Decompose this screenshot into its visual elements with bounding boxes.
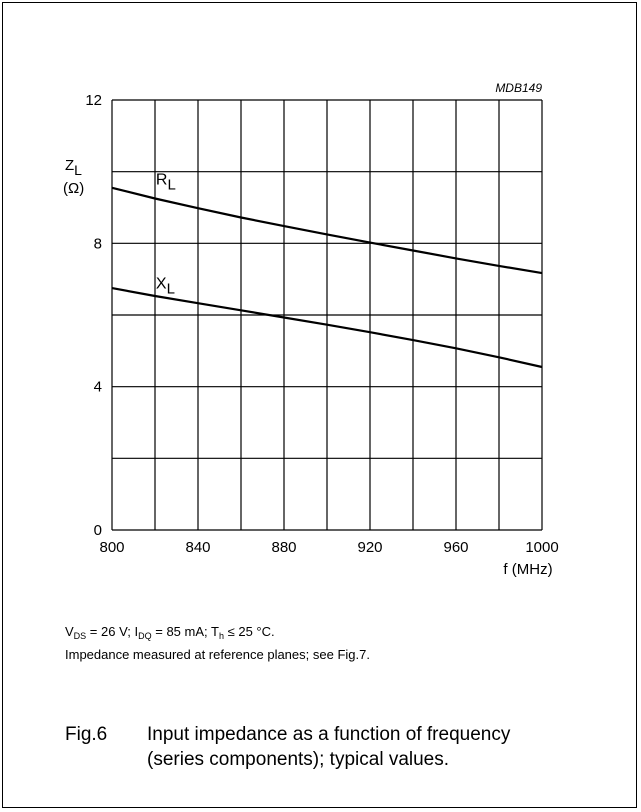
x-tick-label: 880 [271,539,296,556]
measurement-conditions: VDS = 26 V; IDQ = 85 mA; Th ≤ 25 °C. [65,624,275,641]
series-label-r: RL [156,172,176,194]
series-line-r [111,186,543,275]
figure-code: MDB149 [495,81,542,95]
y-axis-label: ZL [65,157,82,178]
caption-line-1: Input impedance as a function of frequen… [147,724,511,745]
figure-caption: Fig.6 Input impedance as a function of fr… [65,722,510,772]
x-tick-label: 1000 [525,539,558,556]
y-axis-unit: (Ω) [63,180,84,197]
series-label-x: XL [156,275,175,297]
caption-line-2: (series components); typical values. [147,749,450,770]
y-tick-label: 4 [94,379,102,396]
y-tick-label: 8 [94,235,102,252]
figure-number: Fig.6 [65,724,108,745]
x-tick-label: 840 [185,539,210,556]
series-line-x [111,287,543,369]
x-tick-label: 960 [443,539,468,556]
y-tick-label: 0 [94,522,102,539]
x-tick-label: 920 [357,539,382,556]
measurement-note: Impedance measured at reference planes; … [65,647,370,662]
y-tick-label: 12 [85,92,102,109]
x-axis-label: f (MHz) [503,561,552,578]
x-tick-label: 800 [99,539,124,556]
